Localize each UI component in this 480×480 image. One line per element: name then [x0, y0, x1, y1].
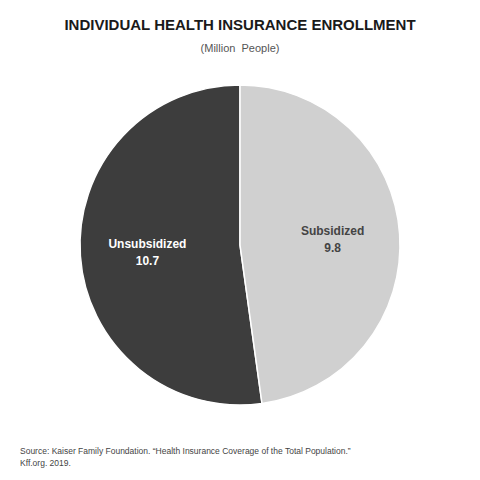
chart: INDIVIDUAL HEALTH INSURANCE ENROLLMENT (M…	[0, 0, 480, 480]
pie	[80, 85, 400, 405]
slice-label: Subsidized 9.8	[301, 224, 364, 255]
slice-category: Unsubsidized	[108, 237, 186, 251]
annotation-line: Source: Kaiser Family Foundation. “Healt…	[20, 446, 351, 456]
subtitle: (Million People)	[201, 42, 280, 54]
slice-labels: Unsubsidized 10.7 Subsidized 9.8	[108, 224, 364, 268]
title: INDIVIDUAL HEALTH INSURANCE ENROLLMENT	[64, 16, 415, 33]
slice-category: Subsidized	[301, 224, 364, 238]
slice-label: Unsubsidized 10.7	[108, 237, 186, 268]
slice	[80, 85, 262, 405]
annotation: Source: Kaiser Family Foundation. “Healt…	[20, 446, 351, 468]
slice	[240, 85, 400, 403]
slice-value: 10.7	[136, 254, 160, 268]
slice-value: 9.8	[324, 241, 341, 255]
annotation-line: Kff.org. 2019.	[20, 458, 71, 468]
